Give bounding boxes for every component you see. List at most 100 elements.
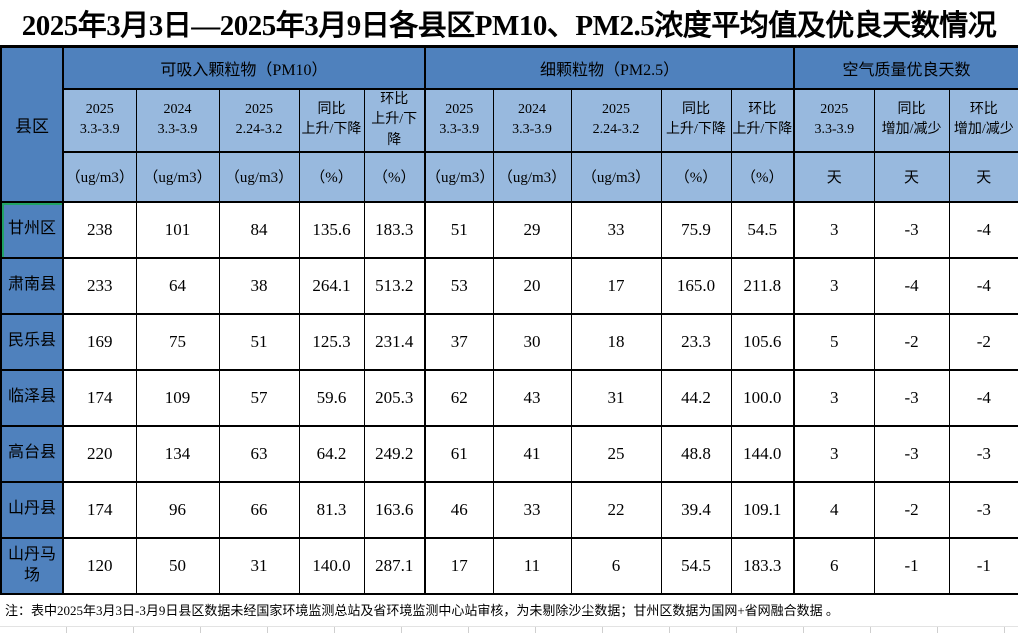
- unit-cell[interactable]: （%）: [660, 150, 732, 203]
- table-cell[interactable]: -3: [948, 424, 1018, 483]
- table-cell[interactable]: 144.0: [730, 424, 795, 483]
- table-cell[interactable]: 38: [218, 256, 300, 315]
- table-cell[interactable]: 51: [424, 200, 494, 259]
- table-cell[interactable]: -4: [948, 368, 1018, 427]
- col-header[interactable]: 2024 3.3-3.9: [492, 88, 572, 153]
- table-cell[interactable]: 53: [424, 256, 494, 315]
- table-cell[interactable]: 30: [492, 312, 572, 371]
- table-cell[interactable]: 17: [424, 536, 494, 595]
- group-header-good-days[interactable]: 空气质量优良天数: [793, 45, 1018, 90]
- table-cell[interactable]: 41: [492, 424, 572, 483]
- table-cell[interactable]: 48.8: [660, 424, 732, 483]
- table-cell[interactable]: -4: [873, 256, 950, 315]
- table-cell[interactable]: 120: [62, 536, 137, 595]
- table-cell[interactable]: 3: [793, 368, 875, 427]
- table-cell[interactable]: 18: [570, 312, 662, 371]
- col-header[interactable]: 同比 上升/下降: [660, 88, 732, 153]
- table-cell[interactable]: 64.2: [298, 424, 365, 483]
- table-cell[interactable]: 5: [793, 312, 875, 371]
- table-cell[interactable]: 33: [492, 480, 572, 539]
- table-cell[interactable]: 61: [424, 424, 494, 483]
- unit-cell[interactable]: （ug/m3）: [424, 150, 494, 203]
- col-header[interactable]: 环比 增加/减少: [948, 88, 1018, 153]
- table-cell[interactable]: 66: [218, 480, 300, 539]
- col-header[interactable]: 同比 上升/下降: [298, 88, 365, 153]
- table-cell[interactable]: 46: [424, 480, 494, 539]
- col-header[interactable]: 环比 上升/下降: [363, 88, 426, 153]
- table-cell[interactable]: 39.4: [660, 480, 732, 539]
- table-cell[interactable]: 109: [135, 368, 220, 427]
- table-cell[interactable]: -2: [873, 312, 950, 371]
- table-cell[interactable]: 59.6: [298, 368, 365, 427]
- table-cell[interactable]: 109.1: [730, 480, 795, 539]
- table-cell[interactable]: 165.0: [660, 256, 732, 315]
- table-cell[interactable]: 513.2: [363, 256, 426, 315]
- table-cell[interactable]: 220: [62, 424, 137, 483]
- unit-cell[interactable]: （ug/m3）: [570, 150, 662, 203]
- table-cell[interactable]: 231.4: [363, 312, 426, 371]
- table-cell[interactable]: 135.6: [298, 200, 365, 259]
- table-cell[interactable]: 264.1: [298, 256, 365, 315]
- col-header[interactable]: 2024 3.3-3.9: [135, 88, 220, 153]
- table-cell[interactable]: 43: [492, 368, 572, 427]
- table-cell[interactable]: -3: [873, 424, 950, 483]
- table-cell[interactable]: 238: [62, 200, 137, 259]
- table-cell[interactable]: -1: [948, 536, 1018, 595]
- table-cell[interactable]: 125.3: [298, 312, 365, 371]
- corner-header-county[interactable]: 县区: [0, 45, 64, 203]
- table-cell[interactable]: 23.3: [660, 312, 732, 371]
- table-cell[interactable]: 6: [570, 536, 662, 595]
- table-cell[interactable]: 169: [62, 312, 137, 371]
- unit-cell[interactable]: （ug/m3）: [135, 150, 220, 203]
- table-cell[interactable]: 37: [424, 312, 494, 371]
- table-cell[interactable]: 3: [793, 200, 875, 259]
- unit-cell[interactable]: （ug/m3）: [492, 150, 572, 203]
- table-cell[interactable]: -4: [948, 200, 1018, 259]
- table-cell[interactable]: 64: [135, 256, 220, 315]
- col-header[interactable]: 2025 3.3-3.9: [424, 88, 494, 153]
- table-cell[interactable]: 174: [62, 480, 137, 539]
- unit-cell[interactable]: （ug/m3）: [218, 150, 300, 203]
- col-header[interactable]: 2025 3.3-3.9: [62, 88, 137, 153]
- table-cell[interactable]: 31: [218, 536, 300, 595]
- table-cell[interactable]: 249.2: [363, 424, 426, 483]
- table-cell[interactable]: 163.6: [363, 480, 426, 539]
- table-cell[interactable]: 174: [62, 368, 137, 427]
- unit-cell[interactable]: （%）: [298, 150, 365, 203]
- table-cell[interactable]: -3: [873, 368, 950, 427]
- table-cell[interactable]: 205.3: [363, 368, 426, 427]
- row-header-county[interactable]: 肃南县: [0, 256, 64, 315]
- unit-cell[interactable]: 天: [873, 150, 950, 203]
- table-cell[interactable]: 29: [492, 200, 572, 259]
- row-header-county[interactable]: 甘州区: [0, 200, 64, 259]
- col-header[interactable]: 2025 2.24-3.2: [570, 88, 662, 153]
- unit-cell[interactable]: （ug/m3）: [62, 150, 137, 203]
- table-cell[interactable]: 62: [424, 368, 494, 427]
- table-cell[interactable]: 183.3: [730, 536, 795, 595]
- table-cell[interactable]: 11: [492, 536, 572, 595]
- table-cell[interactable]: -1: [873, 536, 950, 595]
- table-cell[interactable]: -3: [948, 480, 1018, 539]
- table-cell[interactable]: 57: [218, 368, 300, 427]
- table-cell[interactable]: 211.8: [730, 256, 795, 315]
- group-header-pm25[interactable]: 细颗粒物（PM2.5）: [423, 45, 795, 90]
- row-header-county[interactable]: 山丹马场: [0, 536, 64, 595]
- table-cell[interactable]: 20: [492, 256, 572, 315]
- table-cell[interactable]: -3: [873, 200, 950, 259]
- col-header[interactable]: 2025 3.3-3.9: [793, 88, 875, 153]
- table-cell[interactable]: -2: [873, 480, 950, 539]
- table-cell[interactable]: 100.0: [730, 368, 795, 427]
- unit-cell[interactable]: 天: [948, 150, 1018, 203]
- table-cell[interactable]: -2: [948, 312, 1018, 371]
- table-cell[interactable]: 233: [62, 256, 137, 315]
- table-cell[interactable]: 101: [135, 200, 220, 259]
- table-cell[interactable]: 33: [570, 200, 662, 259]
- unit-cell[interactable]: （%）: [730, 150, 795, 203]
- group-header-pm10[interactable]: 可吸入颗粒物（PM10）: [62, 45, 426, 90]
- table-cell[interactable]: 75.9: [660, 200, 732, 259]
- row-header-county[interactable]: 山丹县: [0, 480, 64, 539]
- row-header-county[interactable]: 民乐县: [0, 312, 64, 371]
- table-cell[interactable]: 17: [570, 256, 662, 315]
- row-header-county[interactable]: 临泽县: [0, 368, 64, 427]
- table-cell[interactable]: 54.5: [660, 536, 732, 595]
